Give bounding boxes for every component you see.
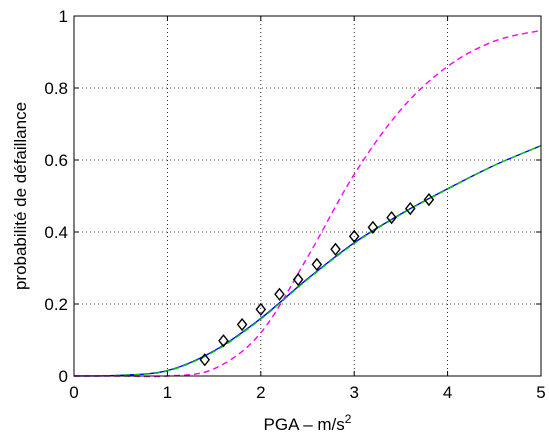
y-tick-label: 0.2 [44, 295, 68, 314]
y-tick-label: 0 [59, 367, 68, 386]
x-tick-label: 5 [536, 383, 545, 402]
series-line-3 [74, 29, 542, 378]
y-tick-label: 0.8 [44, 79, 68, 98]
x-tick-label: 4 [443, 383, 452, 402]
series-line-1 [73, 144, 542, 377]
data-point-diamond [386, 210, 397, 225]
data-point-diamond [311, 257, 323, 272]
y-tick-label: 1 [59, 7, 68, 26]
x-tick-label: 3 [349, 383, 358, 402]
x-tick-label: 1 [163, 383, 172, 402]
grid [74, 16, 541, 376]
x-tick-label: 2 [256, 383, 265, 402]
data-point-diamond [292, 272, 304, 287]
data-point-diamond [255, 302, 267, 317]
data-point-diamond [218, 334, 229, 348]
data-point-diamond [367, 220, 379, 234]
data-point-diamond [274, 287, 285, 301]
y-tick-label: 0.6 [44, 151, 68, 170]
series-line-2 [73, 144, 542, 377]
ticks: 0 1 2 3 4 5 0 0.2 0.4 0.6 0.8 1 [44, 7, 545, 402]
data-point-diamond [199, 353, 211, 367]
data-point-diamond [348, 229, 360, 243]
x-axis-label: PGA – m/s2 [264, 412, 352, 434]
data-point-diamond [423, 192, 435, 207]
x-tick-label: 0 [69, 383, 78, 402]
plot-frame [73, 15, 542, 377]
series-layer [73, 29, 542, 378]
y-tick-label: 0.4 [44, 223, 68, 242]
data-point-diamond [404, 201, 416, 216]
data-point-diamond [330, 242, 341, 256]
data-point-diamond [236, 317, 248, 332]
y-axis-label: probabilité de défaillance [11, 102, 30, 290]
